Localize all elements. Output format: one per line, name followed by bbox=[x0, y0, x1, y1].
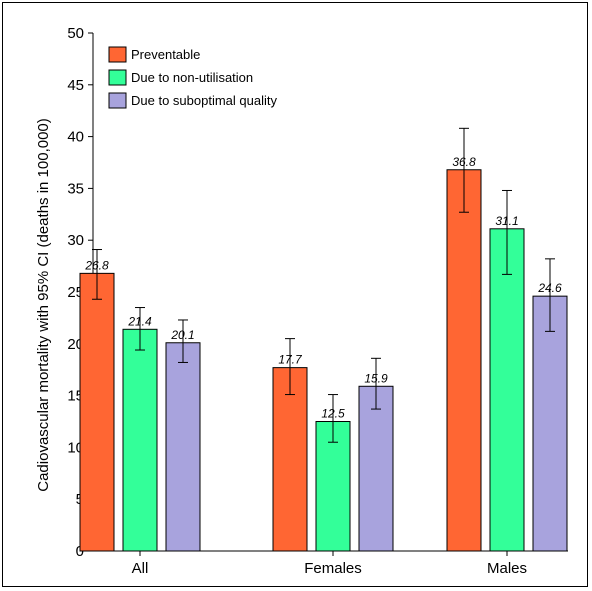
bar bbox=[489, 228, 525, 552]
y-tick-label: 30 bbox=[67, 232, 84, 249]
legend-swatch bbox=[108, 69, 127, 86]
bar bbox=[272, 367, 308, 552]
bar bbox=[358, 385, 394, 552]
data-label: 17.7 bbox=[278, 353, 303, 367]
bar bbox=[315, 421, 351, 552]
data-label: 15.9 bbox=[364, 371, 388, 385]
data-label: 12.5 bbox=[321, 407, 345, 421]
x-tick-label: Males bbox=[487, 560, 527, 577]
y-tick-label: 35 bbox=[67, 180, 84, 197]
bar bbox=[165, 342, 201, 552]
x-tick-label: Females bbox=[304, 560, 362, 577]
bars: 26.8 21.4 20.1 17.7 12.5 15.9 36.8 31.1 24.6 bbox=[79, 127, 568, 552]
bar bbox=[122, 328, 158, 552]
y-tick-label: 45 bbox=[67, 77, 84, 94]
legend-swatch bbox=[108, 46, 127, 63]
data-label: 21.4 bbox=[127, 314, 152, 328]
legend-label: Due to suboptimal quality bbox=[131, 93, 277, 108]
data-label: 24.6 bbox=[537, 281, 562, 295]
data-label: 26.8 bbox=[84, 258, 109, 272]
bar bbox=[79, 272, 115, 552]
data-label: 36.8 bbox=[452, 155, 476, 169]
y-tick-label: 50 bbox=[67, 25, 84, 42]
y-axis-title: Cadiovascular mortality with 95% CI (dea… bbox=[35, 118, 52, 492]
legend-label: Due to non-utilisation bbox=[131, 70, 253, 85]
legend: Preventable Due to non-utilisation Due to … bbox=[108, 46, 277, 109]
data-label: 31.1 bbox=[495, 214, 518, 228]
x-tick-label: All bbox=[132, 560, 149, 577]
data-label: 20.1 bbox=[170, 328, 194, 342]
bar bbox=[446, 169, 482, 552]
legend-swatch bbox=[108, 92, 127, 109]
y-tick-label: 40 bbox=[67, 129, 84, 146]
bar bbox=[532, 295, 568, 552]
legend-label: Preventable bbox=[131, 47, 200, 62]
